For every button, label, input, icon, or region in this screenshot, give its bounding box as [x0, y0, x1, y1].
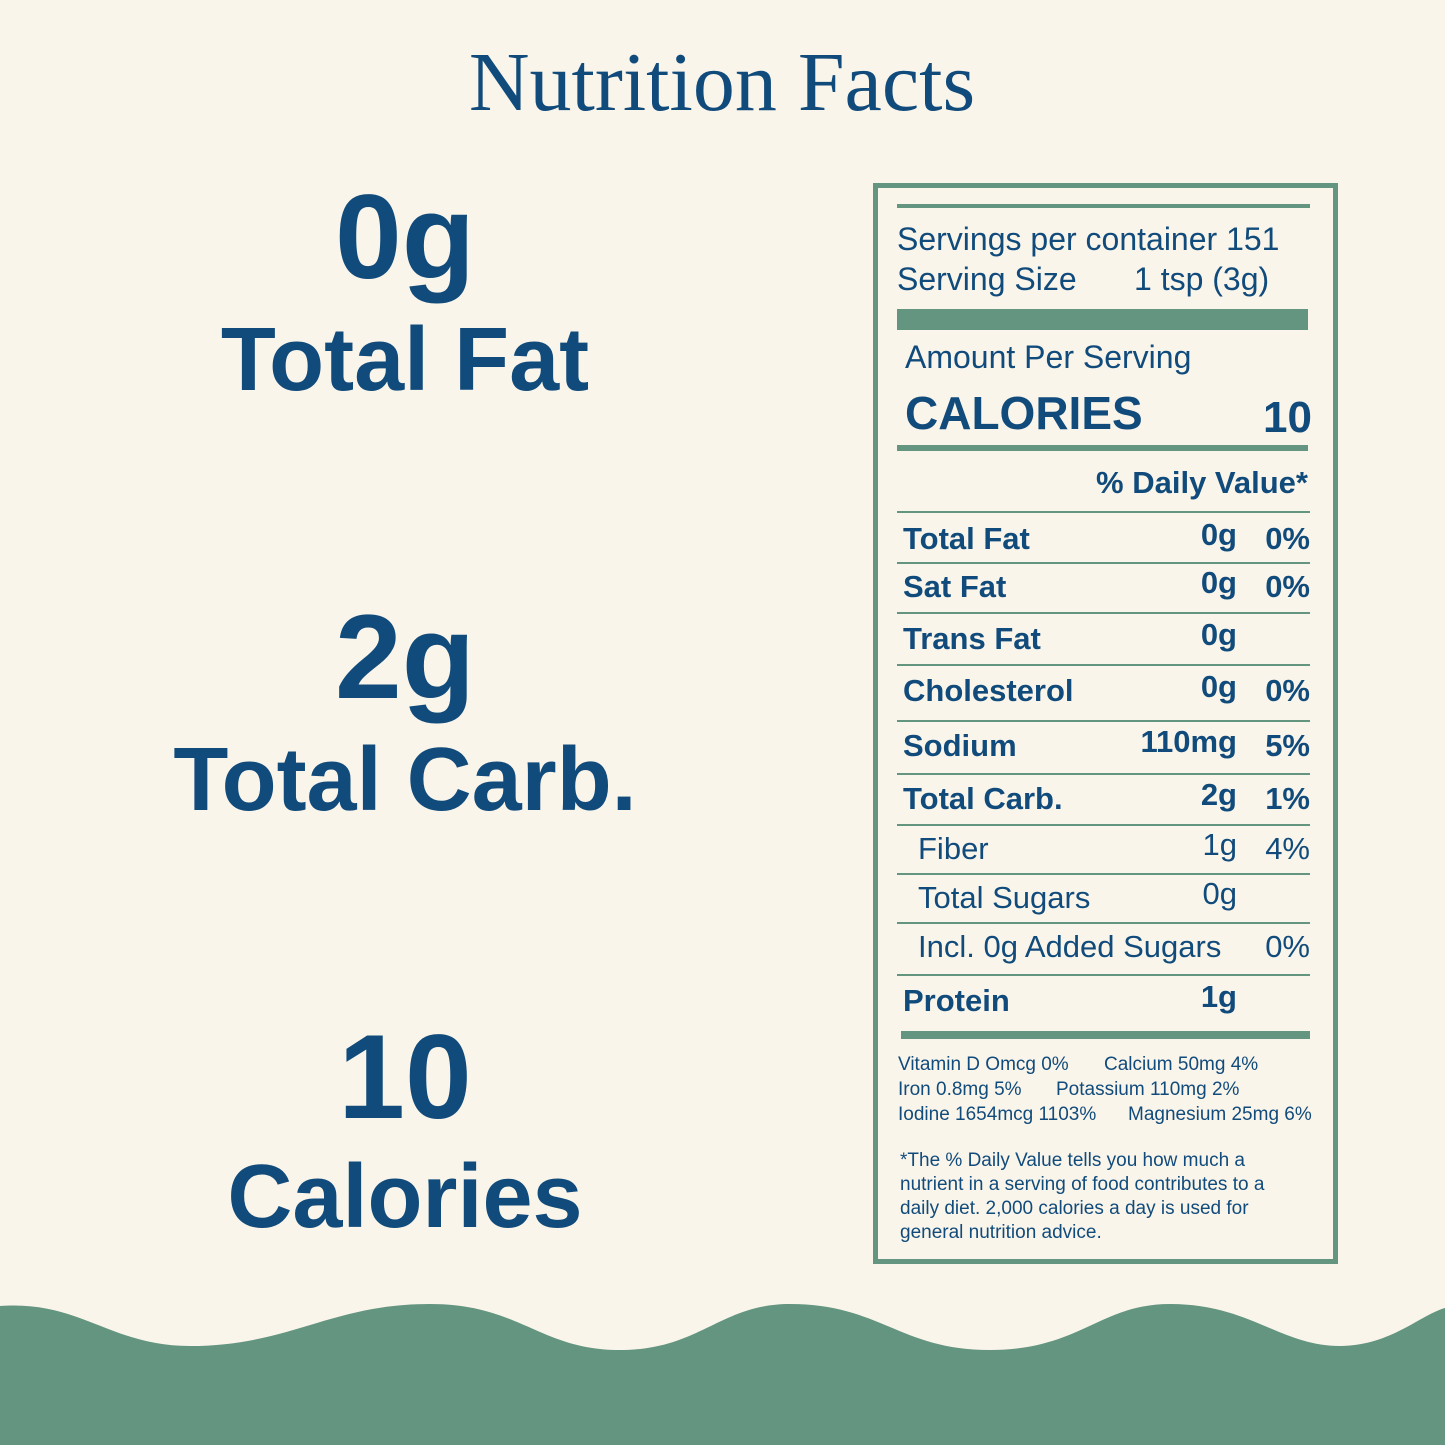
thick-rule: [901, 1031, 1310, 1039]
footnote: daily diet. 2,000 calories a day is used…: [900, 1198, 1249, 1219]
row-amount: 110mg: [1140, 724, 1237, 759]
row-name: Sat Fat: [903, 569, 1006, 604]
row-rule: [897, 511, 1310, 513]
row-amount: 0g: [1201, 517, 1237, 552]
amount-per-serving: Amount Per Serving: [905, 339, 1191, 375]
row-rule: [897, 824, 1310, 826]
row-amount: 0g: [1203, 876, 1237, 911]
footnote: nutrient in a serving of food contribute…: [900, 1174, 1265, 1195]
row-name: Protein: [903, 983, 1010, 1018]
vitamin: Iodine 1654mcg 1103%: [898, 1104, 1096, 1125]
row-amount: 0g: [1201, 669, 1237, 704]
row-name: Cholesterol: [903, 673, 1074, 708]
row-name: Trans Fat: [903, 621, 1041, 656]
footnote: general nutrition advice.: [900, 1222, 1102, 1243]
page-title: Nutrition Facts: [469, 36, 975, 129]
row-dv: 0%: [1265, 929, 1310, 964]
highlight-label: Total Carb.: [173, 730, 636, 830]
vitamin: Magnesium 25mg 6%: [1128, 1104, 1312, 1125]
row-dv: 0%: [1265, 569, 1310, 604]
highlight-label: Calories: [227, 1147, 582, 1247]
row-rule: [897, 562, 1310, 564]
row-name: Fiber: [918, 831, 989, 866]
serving-size-value: 1 tsp (3g): [1134, 261, 1269, 297]
row-rule: [897, 873, 1310, 875]
row-dv: 0%: [1265, 521, 1310, 556]
rule: [897, 445, 1308, 451]
vitamin: Iron 0.8mg 5%: [898, 1079, 1022, 1100]
row-name: Incl. 0g Added Sugars: [918, 929, 1221, 964]
row-name: Sodium: [903, 728, 1017, 763]
row-rule: [897, 773, 1310, 775]
vitamin: Vitamin D Omcg 0%: [898, 1054, 1069, 1075]
dv-header: % Daily Value*: [1096, 465, 1309, 500]
servings: Servings per container 151: [897, 221, 1279, 257]
highlight-value: 10: [338, 1010, 471, 1144]
highlight-value: 0g: [335, 170, 475, 304]
row-dv: 5%: [1265, 728, 1310, 763]
row-amount: 2g: [1201, 777, 1237, 812]
rule: [897, 204, 1310, 208]
row-amount: 0g: [1201, 565, 1237, 600]
row-rule: [897, 664, 1310, 666]
label-border: [873, 183, 1338, 1264]
calories-label: CALORIES: [905, 387, 1143, 439]
vitamin: Potassium 110mg 2%: [1056, 1079, 1240, 1100]
highlight-value: 2g: [335, 590, 475, 724]
vitamin: Calcium 50mg 4%: [1104, 1054, 1258, 1075]
row-name: Total Fat: [903, 521, 1030, 556]
row-dv: 1%: [1265, 781, 1310, 816]
footnote: *The % Daily Value tells you how much a: [900, 1150, 1245, 1171]
row-dv: 4%: [1265, 831, 1310, 866]
row-rule: [897, 974, 1310, 976]
row-name: Total Carb.: [903, 781, 1063, 816]
row-rule: [897, 612, 1310, 614]
thick-rule: [897, 309, 1308, 330]
row-dv: 0%: [1265, 673, 1310, 708]
serving-size-label: Serving Size: [897, 261, 1077, 297]
row-amount: 1g: [1203, 827, 1237, 862]
wave: [0, 1304, 1445, 1445]
highlight-label: Total Fat: [221, 310, 589, 410]
calories-value: 10: [1263, 393, 1312, 442]
row-rule: [897, 922, 1310, 924]
row-amount: 0g: [1201, 617, 1237, 652]
row-amount: 1g: [1201, 979, 1237, 1014]
row-rule: [897, 720, 1310, 722]
row-name: Total Sugars: [918, 880, 1090, 915]
